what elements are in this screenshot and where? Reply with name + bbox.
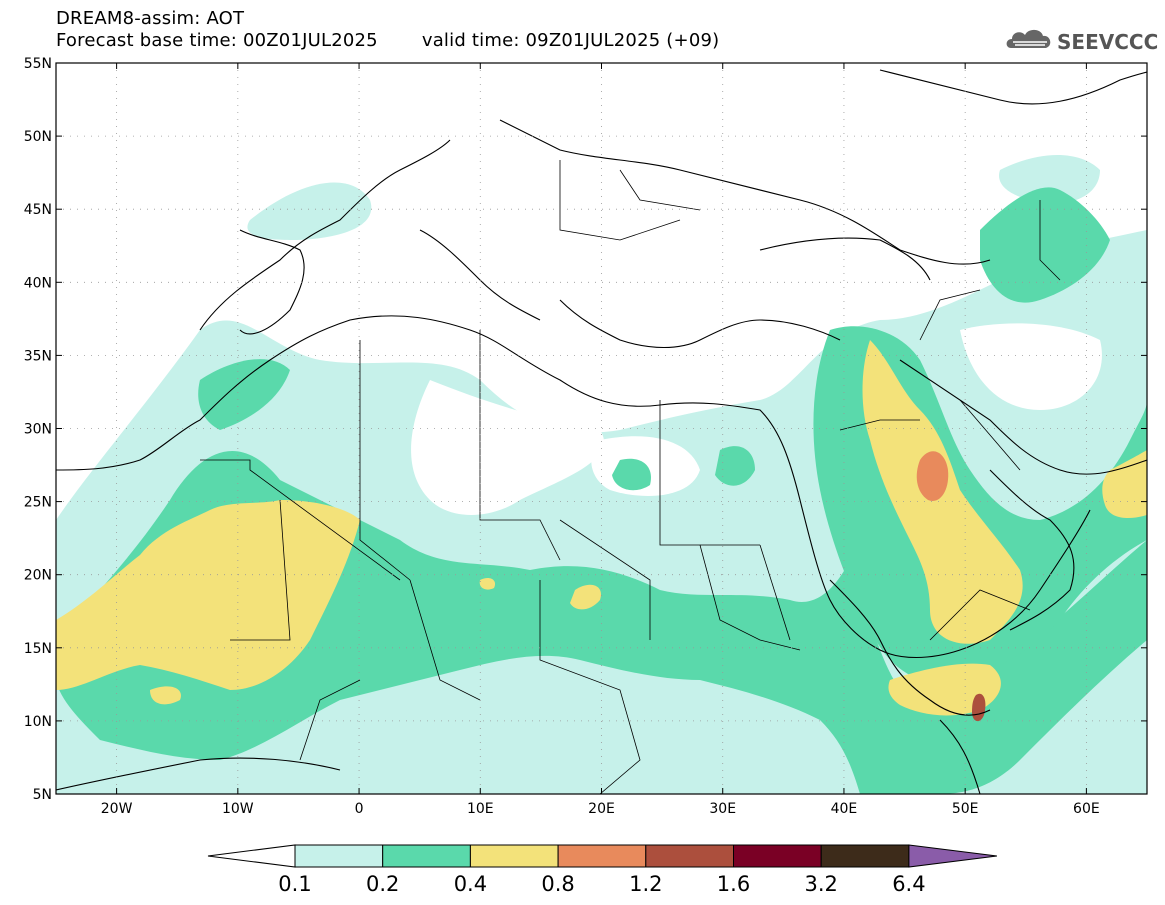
cloud-icon xyxy=(1006,29,1051,48)
lon-tick-label: 20W xyxy=(101,801,133,817)
colorbar-box xyxy=(557,844,647,868)
colorbar-label: 6.4 xyxy=(892,872,925,896)
lon-tick-label: 10E xyxy=(467,801,494,817)
aot-contours xyxy=(56,69,1147,794)
lat-tick-label: 20N xyxy=(24,568,52,584)
lat-tick-label: 15N xyxy=(24,641,52,657)
colorbar-high-arrow xyxy=(908,844,997,868)
lat-tick-label: 45N xyxy=(24,202,52,218)
colorbar-label: 1.6 xyxy=(717,872,750,896)
colorbar-label: 0.1 xyxy=(278,872,311,896)
lon-tick-label: 10W xyxy=(222,801,254,817)
valid-time: valid time: 09Z01JUL2025 (+09) xyxy=(421,30,720,51)
colorbar-low-arrow xyxy=(207,844,296,868)
lon-tick-label: 30E xyxy=(709,801,736,817)
lat-tick-label: 25N xyxy=(24,495,52,511)
lon-tick-label: 40E xyxy=(831,801,858,817)
colorbar-label: 0.2 xyxy=(366,872,399,896)
time-info: Forecast base time: 00Z01JUL2025 valid ti… xyxy=(56,30,719,51)
colorbar-label: 3.2 xyxy=(804,872,837,896)
lon-tick-label: 60E xyxy=(1073,801,1100,817)
lon-tick-label: 50E xyxy=(952,801,979,817)
colorbar-box xyxy=(469,844,559,868)
lat-tick-label: 50N xyxy=(24,129,52,145)
colorbar-box xyxy=(645,844,734,868)
colorbar: 0.1 0.2 0.4 0.8 1.2 1.6 3.2 6.4 xyxy=(207,844,997,896)
lon-tick-label: 0 xyxy=(355,801,364,817)
aot-level-0.8 xyxy=(916,451,949,501)
colorbar-box xyxy=(382,844,471,868)
lat-tick-label: 5N xyxy=(33,787,52,803)
forecast-base-time: Forecast base time: 00Z01JUL2025 xyxy=(56,30,378,51)
lat-tick-label: 30N xyxy=(24,422,52,438)
lat-tick-label: 55N xyxy=(24,56,52,72)
lon-tick-label: 20E xyxy=(588,801,615,817)
colorbar-label: 1.2 xyxy=(629,872,662,896)
colorbar-label: 0.8 xyxy=(541,872,574,896)
axis-ticks: 20W 10W 0 10E 20E 30E 40E 50E 60E 55N 50N 45N 40N 35N… xyxy=(24,56,1147,817)
colorbar-box xyxy=(294,844,384,868)
seevccc-logo: SEEVCCC xyxy=(1003,22,1158,58)
colorbar-box xyxy=(820,844,910,868)
lat-tick-label: 10N xyxy=(24,714,52,730)
lat-tick-label: 35N xyxy=(24,348,52,364)
country-borders xyxy=(200,160,1061,794)
colorbar-label: 0.4 xyxy=(454,872,487,896)
graticule xyxy=(56,63,1147,794)
colorbar-box xyxy=(733,844,822,868)
chart-title: DREAM8-assim: AOT xyxy=(56,8,245,29)
logo-text: SEEVCCC xyxy=(1057,30,1159,54)
lat-tick-label: 40N xyxy=(24,275,52,291)
